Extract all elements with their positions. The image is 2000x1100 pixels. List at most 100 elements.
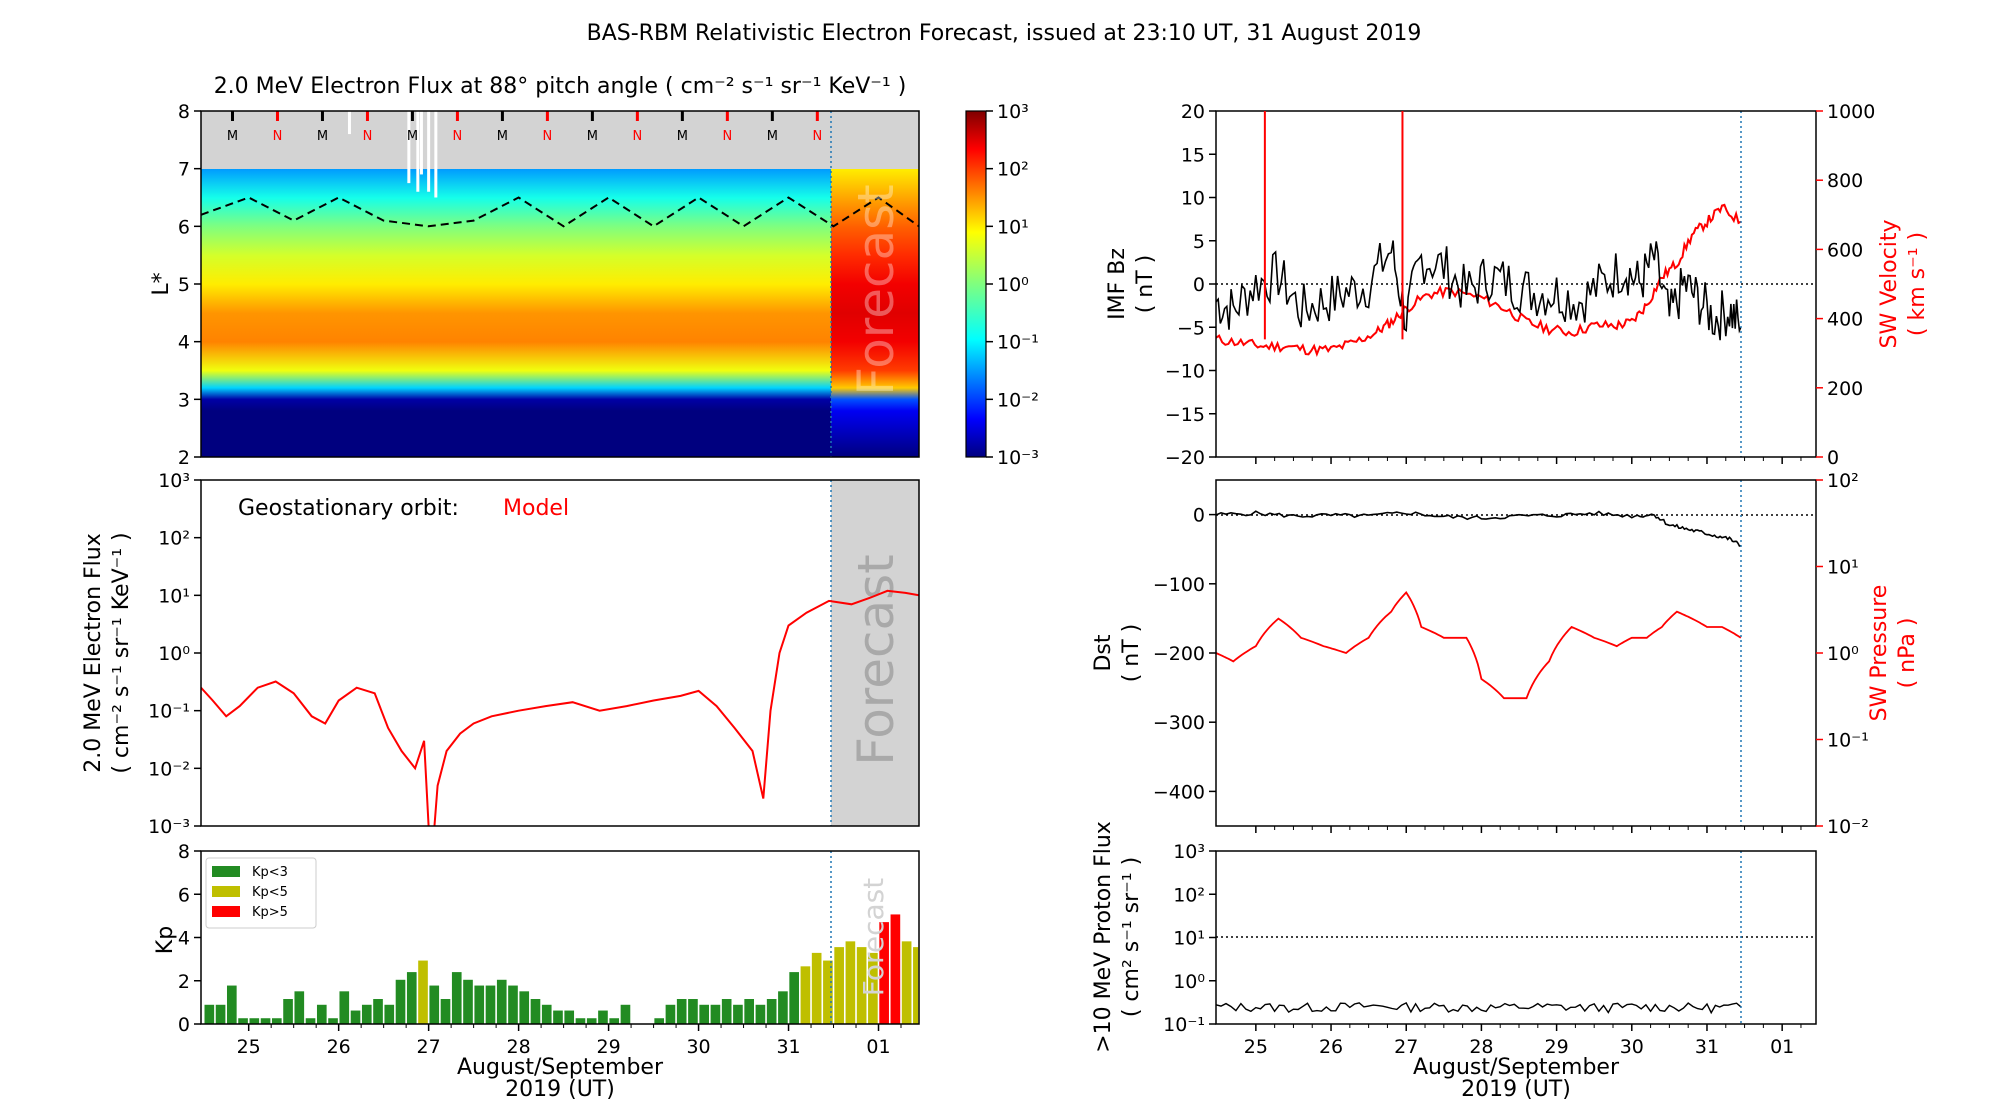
imf-y2-tick-label: 1000 <box>1827 101 1875 123</box>
dst-y2-label-line2: ( nPa ) <box>1895 618 1920 689</box>
proton-y-tick-label: 10⁰ <box>1173 971 1205 993</box>
kp-bar <box>339 991 350 1024</box>
geo-label-prefix: Geostationary orbit: <box>238 496 459 521</box>
proton-y-tick-label: 10¹ <box>1173 928 1205 950</box>
geo-y-tick-label: 10⁻² <box>148 758 190 780</box>
dst-y-tick-label: −200 <box>1153 643 1205 665</box>
kp-bar <box>778 991 788 1024</box>
imf-bz-line <box>1216 240 1742 341</box>
midnight-marker-label: M <box>227 129 238 144</box>
dst-y-label-line2: ( nT ) <box>1119 624 1144 683</box>
kp-bar <box>744 999 754 1024</box>
dst-x-ticks <box>1255 826 1802 833</box>
proton-y-tick-label: 10⁻¹ <box>1163 1014 1205 1036</box>
kp-bar <box>890 914 901 1024</box>
proton-x-tick-label: 27 <box>1394 1036 1418 1058</box>
imf-y-label-line2: ( nT ) <box>1133 255 1158 314</box>
lstar-y-tick-label: 8 <box>178 101 190 123</box>
proton-x-ticks: 25 26 27 28 29 30 31 01 <box>1244 1024 1802 1058</box>
kp-bar <box>260 1018 271 1024</box>
kp-bar <box>834 947 844 1024</box>
kp-bar <box>294 991 305 1024</box>
kp-y-tick-label: 2 <box>178 971 190 993</box>
kp-y-tick-label: 8 <box>178 841 190 863</box>
kp-bar <box>598 1010 608 1024</box>
left-x-label-line2: 2019 (UT) <box>505 1077 615 1100</box>
kp-bar <box>485 985 496 1024</box>
kp-legend-label-green: Kp<3 <box>252 865 288 880</box>
kp-bar <box>226 985 237 1024</box>
proton-x-tick-label: 30 <box>1620 1036 1644 1058</box>
kp-bar <box>721 999 732 1024</box>
geo-forecast-label: Forecast <box>847 554 905 766</box>
kp-bar <box>305 1018 316 1024</box>
imf-y-tick-label: −5 <box>1177 317 1205 339</box>
kp-bar <box>249 1018 260 1024</box>
imf-y-tick-label: 0 <box>1193 274 1205 296</box>
geo-model-line <box>201 589 919 826</box>
kp-bar <box>699 1004 710 1024</box>
kp-bar <box>328 1018 338 1024</box>
left-x-label-line1: August/September <box>457 1055 664 1080</box>
noon-marker-label: N <box>453 129 463 144</box>
kp-bar <box>350 1010 361 1024</box>
imf-x-ticks <box>1255 457 1802 464</box>
proton-x-tick-label: 01 <box>1770 1036 1794 1058</box>
midnight-marker-label: M <box>407 129 418 144</box>
dst-y-tick-label: −300 <box>1153 712 1205 734</box>
imf-y-tick-label: −20 <box>1165 447 1205 469</box>
kp-bar <box>845 941 856 1024</box>
kp-x-ticks: 25 26 27 28 29 30 31 01 <box>237 1024 902 1058</box>
kp-bar <box>755 1004 766 1024</box>
kp-bars <box>204 914 919 1024</box>
noon-marker-label: N <box>543 129 553 144</box>
kp-forecast-label: Forecast <box>857 878 890 997</box>
right-x-label-line2: 2019 (UT) <box>1461 1077 1571 1100</box>
imf-y-tick-label: 10 <box>1181 188 1205 210</box>
noon-marker-label: N <box>273 129 283 144</box>
kp-bar <box>316 1004 327 1024</box>
kp-bar <box>463 979 473 1024</box>
lstar-forecast-label: Forecast <box>847 184 905 396</box>
kp-bar <box>519 991 530 1024</box>
imf-y-tick-label: −15 <box>1165 404 1205 426</box>
imf-y2-tick-label: 600 <box>1827 239 1863 261</box>
proton-y-tick-label: 10³ <box>1173 841 1205 863</box>
kp-y-tick-label: 6 <box>178 884 190 906</box>
dst-y-tick-label: 0 <box>1193 505 1205 527</box>
kp-y-ticks: 8 6 4 2 0 <box>178 841 201 1036</box>
noon-marker-label: N <box>363 129 373 144</box>
kp-y-label: Kp <box>153 926 178 954</box>
imf-y-ticks: 20 15 10 5 0 −5 −10 −15 −20 <box>1165 101 1216 469</box>
lstar-y-tick-label: 6 <box>178 216 190 238</box>
kp-bar <box>271 1018 282 1024</box>
kp-y-tick-label: 4 <box>178 928 190 950</box>
kp-bar <box>215 1004 226 1024</box>
kp-legend: Kp<3 Kp<5 Kp>5 <box>205 857 317 929</box>
geo-y-tick-label: 10³ <box>158 470 190 492</box>
imf-y-tick-label: −10 <box>1165 361 1205 383</box>
geo-y-tick-label: 10¹ <box>158 585 190 607</box>
lstar-flux-heatmap-forecast <box>831 169 919 457</box>
kp-bar <box>868 952 878 1024</box>
kp-legend-swatch-green <box>212 866 240 877</box>
kp-x-tick-label: 26 <box>327 1036 351 1058</box>
colorbar-tick-label: 10³ <box>997 101 1029 123</box>
kp-bar <box>688 999 698 1024</box>
colorbar-tick-label: 10¹ <box>997 216 1029 238</box>
proton-y-label-line1: >10 MeV Proton Flux <box>1091 821 1116 1053</box>
colorbar-gradient <box>965 110 987 458</box>
colorbar-tick-label: 10⁰ <box>997 274 1029 296</box>
kp-bar <box>733 1004 743 1024</box>
kp-bar <box>283 999 293 1024</box>
imf-y-tick-label: 5 <box>1193 231 1205 253</box>
midnight-marker-label: M <box>677 129 688 144</box>
proton-x-tick-label: 25 <box>1244 1036 1268 1058</box>
proton-x-tick-label: 26 <box>1319 1036 1343 1058</box>
right-x-label-line1: August/September <box>1413 1055 1620 1080</box>
kp-bar <box>361 1004 372 1024</box>
proton-x-tick-label: 31 <box>1695 1036 1719 1058</box>
midnight-marker-label: M <box>497 129 508 144</box>
